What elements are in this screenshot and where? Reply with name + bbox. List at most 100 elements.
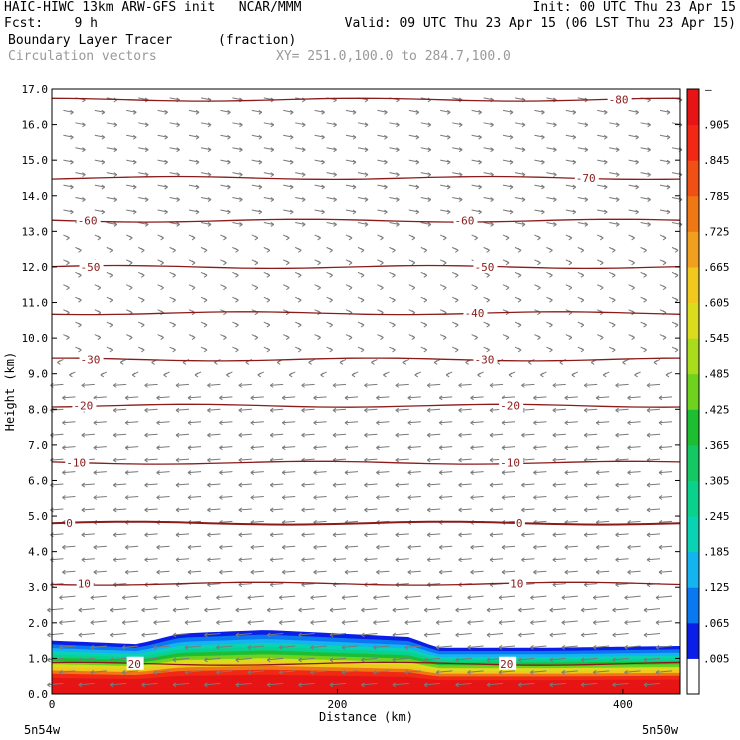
circulation-vector xyxy=(326,147,337,151)
vector-arrowhead xyxy=(442,235,447,241)
circulation-vector xyxy=(628,209,639,213)
circulation-vector xyxy=(533,396,547,399)
vector-arrowhead xyxy=(124,395,129,401)
circulation-vector xyxy=(364,458,378,461)
contour-label-bg xyxy=(574,170,599,184)
vector-arrowhead xyxy=(521,122,526,128)
circulation-vector xyxy=(238,458,252,461)
circulation-vector xyxy=(502,184,514,188)
vector-arrowhead xyxy=(627,544,631,550)
vector-arrowhead xyxy=(564,395,569,401)
y-tick-label: 6.0 xyxy=(28,474,48,487)
vector-arrowhead xyxy=(364,407,368,413)
vector-arrowhead xyxy=(153,595,157,601)
vector-arrowhead xyxy=(195,184,200,190)
circulation-vector xyxy=(467,620,484,624)
vector-arrowhead xyxy=(333,197,337,202)
vector-arrowhead xyxy=(341,620,346,625)
vector-arrowhead xyxy=(128,335,133,340)
circulation-vector xyxy=(138,122,149,126)
circulation-vector xyxy=(251,109,262,113)
vector-arrowhead xyxy=(655,620,660,625)
vector-arrowhead xyxy=(332,507,337,513)
vector-arrowhead xyxy=(164,209,168,215)
vector-arrowhead xyxy=(552,557,557,563)
vector-arrowhead xyxy=(278,595,283,601)
vector-arrowhead xyxy=(561,669,566,675)
vector-arrowhead xyxy=(404,620,409,625)
vector-arrowhead xyxy=(572,109,577,115)
circulation-vector xyxy=(207,558,221,561)
vector-arrowhead xyxy=(647,122,651,128)
circulation-vector xyxy=(643,633,661,636)
circulation-vector xyxy=(420,172,431,176)
vector-arrowhead xyxy=(658,420,663,426)
circulation-vector xyxy=(113,558,127,561)
circulation-vector xyxy=(314,184,325,188)
colorbar-label: .425 xyxy=(703,403,730,416)
vector-arrowhead xyxy=(66,235,70,241)
circulation-vector xyxy=(238,383,252,386)
circulation-vector xyxy=(175,408,190,411)
circulation-vector xyxy=(301,383,315,386)
circulation-vector xyxy=(156,570,170,573)
circulation-vector xyxy=(596,471,610,474)
vector-arrowhead xyxy=(285,285,290,291)
vector-arrowhead xyxy=(78,322,82,328)
vector-arrowhead xyxy=(383,372,387,378)
vector-arrowhead xyxy=(643,247,647,253)
vector-arrowhead xyxy=(269,532,274,538)
circulation-vector xyxy=(408,184,419,188)
vector-arrowhead xyxy=(124,420,129,426)
circulation-vector xyxy=(153,670,170,673)
circulation-vector xyxy=(427,558,441,561)
contour-label-bg xyxy=(453,213,478,227)
vector-arrowhead xyxy=(396,222,400,227)
axes: 0.01.02.03.04.05.06.07.08.09.010.011.012… xyxy=(3,83,681,737)
vector-arrowhead xyxy=(427,222,432,227)
circulation-vector xyxy=(157,184,168,188)
circulation-vector xyxy=(282,396,296,399)
circulation-vector xyxy=(581,608,598,611)
vector-arrowhead xyxy=(348,260,353,266)
vector-arrowhead xyxy=(329,657,334,663)
vector-arrowhead xyxy=(568,235,573,241)
vector-arrowhead xyxy=(446,184,451,190)
vector-arrowhead xyxy=(270,197,275,202)
circulation-vector xyxy=(250,545,264,548)
circulation-vector xyxy=(47,682,64,686)
circulation-vector xyxy=(279,620,296,624)
vector-arrowhead xyxy=(643,272,647,278)
circulation-vector xyxy=(404,670,421,673)
vector-arrowhead xyxy=(364,507,368,513)
circulation-vector xyxy=(659,159,671,163)
vector-arrowhead xyxy=(175,482,180,488)
circulation-vector xyxy=(310,670,327,673)
circulation-vector xyxy=(361,633,378,636)
vector-arrowhead xyxy=(254,335,259,340)
circulation-vector xyxy=(597,184,608,188)
circulation-vector xyxy=(172,633,190,636)
contour-label-bg xyxy=(65,455,90,469)
circulation-vector xyxy=(565,159,576,163)
circulation-vector xyxy=(584,383,598,386)
vector-arrowhead xyxy=(603,184,608,190)
circulation-vector xyxy=(238,558,252,561)
vector-arrowhead xyxy=(552,432,557,438)
vector-arrowhead xyxy=(301,407,305,413)
vector-arrowhead xyxy=(552,582,557,588)
vector-arrowhead xyxy=(207,382,211,388)
x-axis-label: Distance (km) xyxy=(319,710,413,724)
circulation-vector xyxy=(138,197,149,201)
vector-arrowhead xyxy=(156,544,160,550)
vector-arrowhead xyxy=(341,669,346,675)
circulation-vector xyxy=(659,109,671,113)
vector-arrowhead xyxy=(333,222,337,227)
vector-arrowhead xyxy=(552,507,557,513)
vector-arrowhead xyxy=(438,395,443,401)
circulation-vector xyxy=(615,508,629,511)
vector-arrowhead xyxy=(423,247,428,253)
vector-arrowhead xyxy=(352,209,357,215)
vector-arrowhead xyxy=(508,372,513,378)
circulation-vector xyxy=(584,408,598,411)
